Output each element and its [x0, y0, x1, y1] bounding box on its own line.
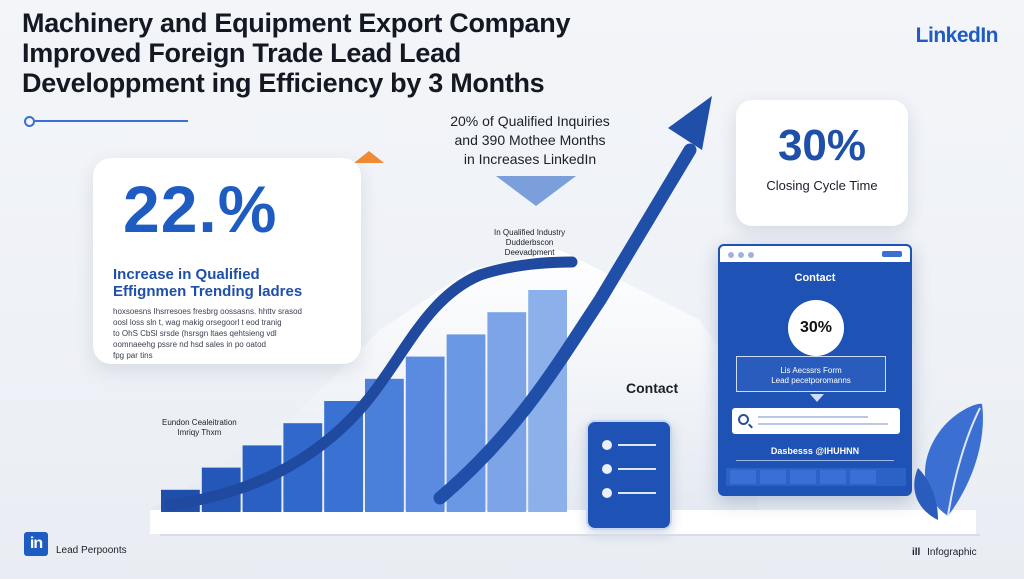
- footer-left-text: Lead Perpoonts: [56, 545, 127, 556]
- annotation-line-1: In Qualified Industry: [494, 228, 566, 237]
- contact-label: Contact: [626, 380, 679, 396]
- phone-list-item: [602, 464, 662, 476]
- browser-bottom-bar: [726, 468, 906, 486]
- low-annotation-line-1: Eundon Cealeitration: [162, 418, 237, 427]
- growth-arrow-head-icon: [668, 96, 712, 150]
- form-line-1: Lis Aecssrs Form: [780, 366, 842, 375]
- title-divider: [24, 116, 188, 127]
- bottom-cell: [760, 470, 786, 484]
- browser-topbar: [718, 244, 912, 264]
- bullet-icon: [602, 440, 612, 450]
- annotation-line-2: Dudderbscon: [505, 238, 554, 247]
- window-dot-icon: [738, 252, 744, 258]
- chart-bars-icon: ill: [912, 547, 921, 558]
- phone-line: [618, 492, 656, 494]
- body-line: to OhS CbSl srsde (hsrsgn ltaes qehtsien…: [113, 329, 277, 338]
- form-pointer-icon: [810, 394, 824, 402]
- middle-callout: 20% of Qualified Inquiries and 390 Mothe…: [430, 112, 630, 169]
- trend-curve: [164, 256, 578, 511]
- body-line: fpg par tins: [113, 351, 153, 360]
- orange-triangle-icon: [354, 151, 384, 163]
- phone-mockup: [586, 420, 672, 530]
- browser-footer: Dasbesss @IHUHNN: [770, 446, 860, 456]
- stat-card-left: 22.% Increase in Qualified Effignmen Tre…: [93, 158, 361, 364]
- stat-body: hoxsoesns Ihsrresoes fresbrg oossasns. h…: [113, 306, 341, 361]
- down-triangle-icon: [496, 176, 576, 206]
- divider-line: [35, 120, 188, 122]
- body-line: oomnaeehg pssre nd hsd sales in po oatod: [113, 340, 266, 349]
- page-title: Machinery and Equipment Export Company I…: [22, 8, 622, 98]
- phone-list-item: [602, 440, 662, 452]
- footer-right: ill Infographic: [912, 547, 977, 558]
- browser-heading: Contact: [794, 272, 836, 284]
- body-line: hoxsoesns Ihsrresoes fresbrg oossasns. h…: [113, 307, 302, 316]
- growth-arrow: [433, 143, 697, 505]
- linkedin-logo: LinkedIn: [915, 24, 999, 47]
- browser-stat-circle: 30%: [788, 300, 844, 356]
- footer-right-text: Infographic: [927, 547, 977, 558]
- bottom-baseline: [160, 534, 980, 536]
- search-line: [758, 416, 868, 418]
- bullet-icon: [602, 488, 612, 498]
- phone-line: [618, 444, 656, 446]
- chart-base: [150, 510, 976, 534]
- phone-list-item: [602, 488, 662, 500]
- annotation-line-3: Deevadpment: [504, 248, 555, 257]
- chart-bar: [405, 356, 445, 512]
- leaf-icon: [914, 403, 983, 520]
- browser-mockup: Contact 30% Lis Aecssrs Form Lead pecetp…: [718, 244, 912, 496]
- stat-subtitle-1: Increase in Qualified: [113, 266, 260, 283]
- stat-card-right: 30% Closing Cycle Time: [736, 100, 908, 226]
- chart-annotation: In Qualified Industry Dudderbscon Deevad…: [494, 228, 565, 258]
- search-input[interactable]: [732, 408, 900, 434]
- window-dot-icon: [748, 252, 754, 258]
- bottom-cell: [790, 470, 816, 484]
- window-bar: [882, 251, 902, 257]
- bottom-cell: [730, 470, 756, 484]
- window-dot-icon: [728, 252, 734, 258]
- stat-subtitle-2: Effignmen Trending ladres: [113, 283, 303, 300]
- title-line-3: Developpment ing Efficiency by 3 Months: [22, 68, 545, 98]
- search-icon: [738, 414, 749, 425]
- footer-divider: [736, 460, 894, 461]
- lead-form-box[interactable]: Lis Aecssrs Form Lead pecetporomanns: [736, 356, 886, 392]
- phone-line: [618, 468, 656, 470]
- low-annotation: Eundon Cealeitration Imriqy Thxm: [162, 418, 237, 438]
- low-annotation-line-2: Imriqy Thxm: [177, 428, 222, 437]
- search-line: [758, 423, 888, 425]
- form-line-2: Lead pecetporomanns: [771, 376, 851, 385]
- title-line-1: Machinery and Equipment Export Company: [22, 8, 571, 38]
- bottom-cell: [820, 470, 846, 484]
- callout-line-1: 20% of Qualified Inquiries: [450, 113, 610, 129]
- bullet-icon: [602, 464, 612, 474]
- callout-line-3: in Increases LinkedIn: [463, 151, 597, 167]
- stat-value: 22.%: [123, 172, 278, 246]
- bottom-cell: [850, 470, 876, 484]
- body-line: oosl loss sln t, wag makig orsegoorl t e…: [113, 318, 282, 327]
- right-stat-label: Closing Cycle Time: [766, 178, 878, 193]
- title-line-2: Improved Foreign Trade Lead Lead: [22, 38, 461, 68]
- right-stat-value: 30%: [777, 121, 867, 170]
- callout-line-2: and 390 Mothee Months: [454, 132, 606, 148]
- linkedin-in-icon: in: [24, 532, 48, 556]
- divider-dot-icon: [24, 116, 35, 127]
